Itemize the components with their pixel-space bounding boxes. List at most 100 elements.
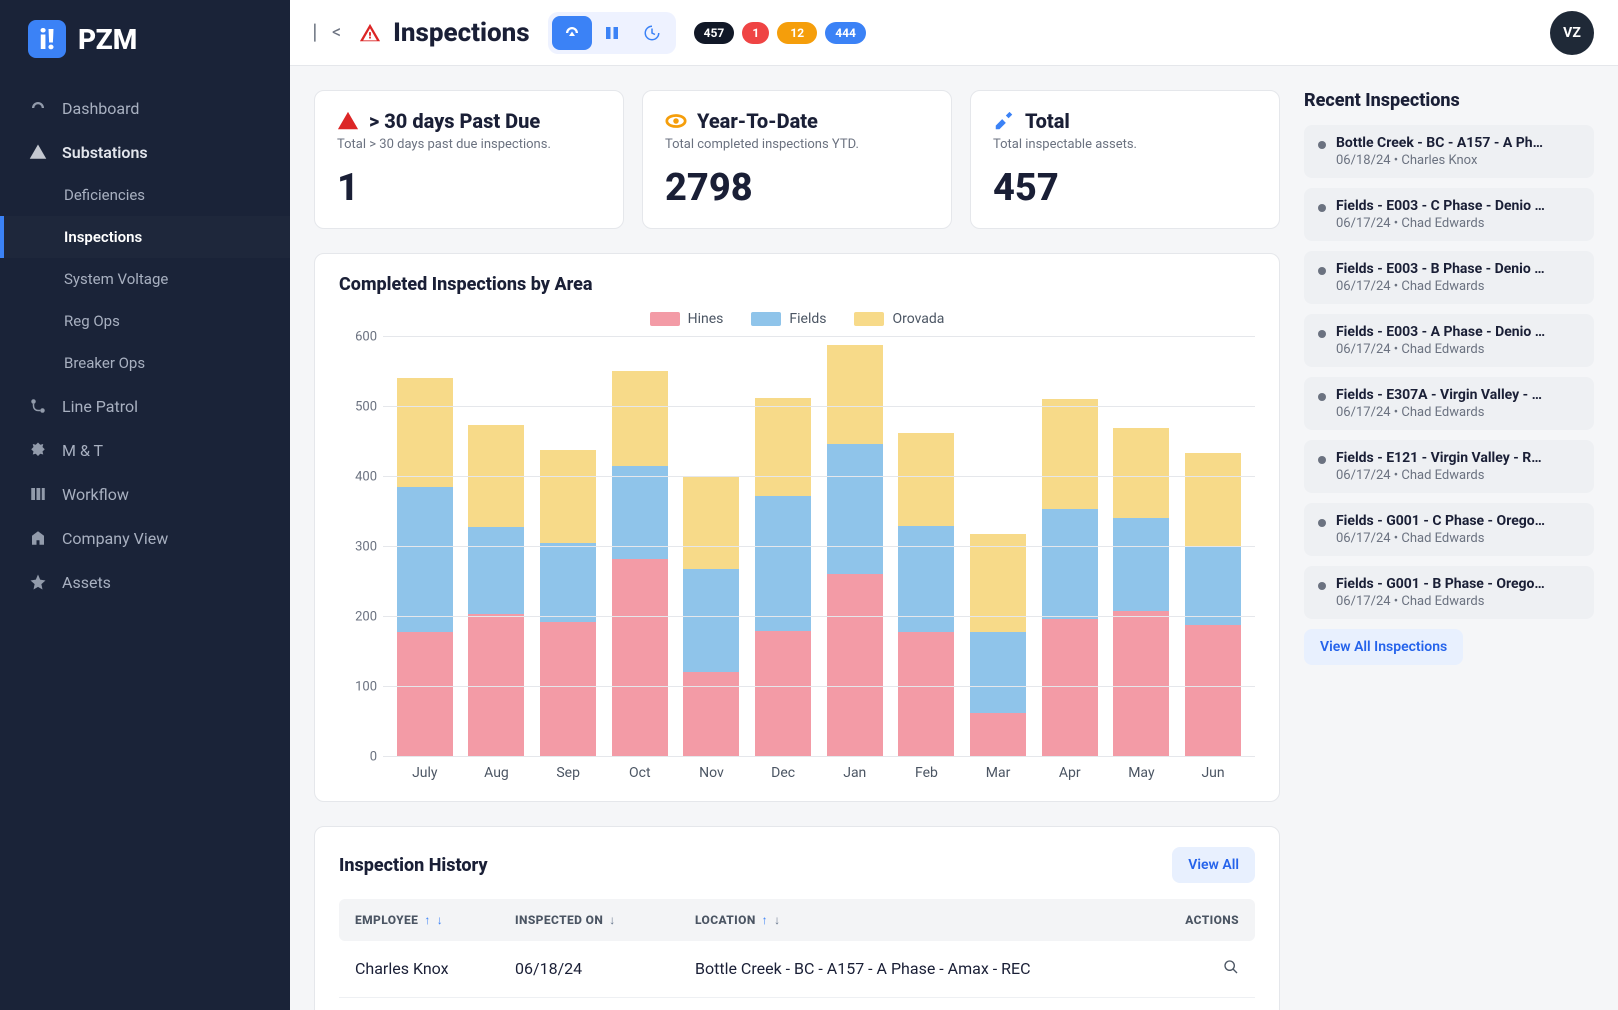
recent-item[interactable]: Fields - G001 - C Phase - Orego… 06/17/2… xyxy=(1304,503,1594,556)
legend-item[interactable]: Hines xyxy=(650,311,724,327)
nav-item-dashboard[interactable]: Dashboard xyxy=(0,86,290,130)
bar[interactable] xyxy=(1042,399,1098,757)
bar[interactable] xyxy=(468,425,524,757)
history-view-all-button[interactable]: View All xyxy=(1172,847,1255,883)
recent-item[interactable]: Fields - E003 - C Phase - Denio … 06/17/… xyxy=(1304,188,1594,241)
bar[interactable] xyxy=(540,450,596,757)
y-tick: 200 xyxy=(355,610,377,625)
status-dot-icon xyxy=(1318,456,1326,464)
nav-item-m-t[interactable]: M & T xyxy=(0,428,290,472)
x-label: Sep xyxy=(540,765,596,781)
recent-item[interactable]: Fields - G001 - B Phase - Orego… 06/17/2… xyxy=(1304,566,1594,619)
view-toggle-columns[interactable] xyxy=(592,16,632,50)
recent-item-name: Bottle Creek - BC - A157 - A Ph… xyxy=(1336,135,1543,151)
tools_blue-icon xyxy=(993,110,1015,132)
sort-icon: ↓ xyxy=(609,913,615,927)
bar-segment-fields xyxy=(683,569,739,672)
table-row[interactable]: Charles Knox 06/18/24 Bottle Creek - BC … xyxy=(339,941,1255,998)
recent-item[interactable]: Fields - E003 - B Phase - Denio … 06/17/… xyxy=(1304,251,1594,304)
recent-item-meta: 06/17/24 • Chad Edwards xyxy=(1336,216,1545,231)
bar[interactable] xyxy=(827,345,883,757)
recent-item-meta: 06/17/24 • Chad Edwards xyxy=(1336,468,1542,483)
bar-segment-hines xyxy=(755,631,811,757)
view-toggle-history[interactable] xyxy=(632,16,672,50)
bar-segment-hines xyxy=(1185,625,1241,757)
bar-segment-orovada xyxy=(898,433,954,526)
nav-item-workflow[interactable]: Workflow xyxy=(0,472,290,516)
view-toggle-gauge[interactable] xyxy=(552,16,592,50)
user-avatar[interactable]: VZ xyxy=(1550,11,1594,55)
recent-item[interactable]: Bottle Creek - BC - A157 - A Ph… 06/18/2… xyxy=(1304,125,1594,178)
legend-swatch xyxy=(854,312,884,326)
th-inspected-label: INSPECTED ON xyxy=(515,913,603,927)
collapse-sidebar-button[interactable]: ⎸< xyxy=(314,22,341,43)
bar-segment-orovada xyxy=(755,398,811,496)
nav-label: Breaker Ops xyxy=(64,354,145,372)
bar[interactable] xyxy=(612,371,668,757)
warning-icon xyxy=(359,22,381,44)
bar-segment-orovada xyxy=(540,450,596,543)
stat-cards: > 30 days Past Due Total > 30 days past … xyxy=(314,90,1280,229)
nav-item-inspections[interactable]: Inspections xyxy=(0,216,290,258)
columns-icon xyxy=(28,484,48,504)
nav-item-line-patrol[interactable]: Line Patrol xyxy=(0,384,290,428)
nav-item-breaker-ops[interactable]: Breaker Ops xyxy=(0,342,290,384)
nav-item-assets[interactable]: Assets xyxy=(0,560,290,604)
eye_yellow-icon xyxy=(665,110,687,132)
td-location: Bottle Creek - BC - A157 - A Phase - Ama… xyxy=(695,959,1149,979)
bar[interactable] xyxy=(1185,453,1241,757)
bar-segment-orovada xyxy=(827,345,883,444)
legend-swatch xyxy=(650,312,680,326)
bar[interactable] xyxy=(755,398,811,757)
nav-item-system-voltage[interactable]: System Voltage xyxy=(0,258,290,300)
stat-card: > 30 days Past Due Total > 30 days past … xyxy=(314,90,624,229)
recent-item[interactable]: Fields - E307A - Virgin Valley - … 06/17… xyxy=(1304,377,1594,430)
nav-item-reg-ops[interactable]: Reg Ops xyxy=(0,300,290,342)
view-toggle xyxy=(548,12,676,54)
y-tick: 100 xyxy=(355,680,377,695)
history-panel: Inspection History View All EMPLOYEE ↑ ↓… xyxy=(314,826,1280,1010)
legend-item[interactable]: Orovada xyxy=(854,311,944,327)
recent-item-meta: 06/17/24 • Chad Edwards xyxy=(1336,279,1545,294)
th-employee[interactable]: EMPLOYEE ↑ ↓ xyxy=(355,913,515,927)
status-dot-icon xyxy=(1318,267,1326,275)
nav-item-company-view[interactable]: Company View xyxy=(0,516,290,560)
bar[interactable] xyxy=(397,378,453,757)
status-badge[interactable]: 457 xyxy=(694,22,735,44)
bar[interactable] xyxy=(898,433,954,757)
x-label: Apr xyxy=(1042,765,1098,781)
recent-item[interactable]: Fields - E121 - Virgin Valley - R… 06/17… xyxy=(1304,440,1594,493)
th-inspected[interactable]: INSPECTED ON ↓ xyxy=(515,913,695,927)
table-row[interactable]: Chad Edwards 06/17/24 Fields - E003 - C … xyxy=(339,998,1255,1010)
bar[interactable] xyxy=(1113,428,1169,757)
recent-item-meta: 06/17/24 • Chad Edwards xyxy=(1336,594,1545,609)
bar-segment-fields xyxy=(1113,518,1169,611)
nav-label: Line Patrol xyxy=(62,397,138,416)
brand-name: PZM xyxy=(78,23,137,56)
status-dot-icon xyxy=(1318,330,1326,338)
nav-item-substations[interactable]: Substations xyxy=(0,130,290,174)
topbar: ⎸< Inspections 457112444 VZ xyxy=(290,0,1618,66)
status-badge[interactable]: 12 xyxy=(777,22,817,44)
x-label: July xyxy=(397,765,453,781)
bar[interactable] xyxy=(970,534,1026,757)
td-actions[interactable] xyxy=(1149,959,1239,979)
gauge-icon xyxy=(28,98,48,118)
bar-segment-hines xyxy=(827,574,883,757)
recent-item-name: Fields - G001 - C Phase - Orego… xyxy=(1336,513,1545,529)
nav-item-deficiencies[interactable]: Deficiencies xyxy=(0,174,290,216)
status-badge[interactable]: 1 xyxy=(742,22,769,44)
sort-icon: ↓ xyxy=(437,913,443,927)
legend-swatch xyxy=(751,312,781,326)
nav-label: Substations xyxy=(62,143,148,162)
status-badge[interactable]: 444 xyxy=(825,22,866,44)
stat-subtitle: Total completed inspections YTD. xyxy=(665,137,929,152)
bar-segment-fields xyxy=(970,632,1026,713)
recent-item-name: Fields - E121 - Virgin Valley - R… xyxy=(1336,450,1542,466)
recent-view-all-button[interactable]: View All Inspections xyxy=(1304,629,1463,665)
legend-item[interactable]: Fields xyxy=(751,311,826,327)
recent-item-name: Fields - E003 - B Phase - Denio … xyxy=(1336,261,1545,277)
th-location[interactable]: LOCATION ↑ ↓ xyxy=(695,913,1149,927)
recent-item[interactable]: Fields - E003 - A Phase - Denio … 06/17/… xyxy=(1304,314,1594,367)
stat-value: 457 xyxy=(993,166,1257,210)
